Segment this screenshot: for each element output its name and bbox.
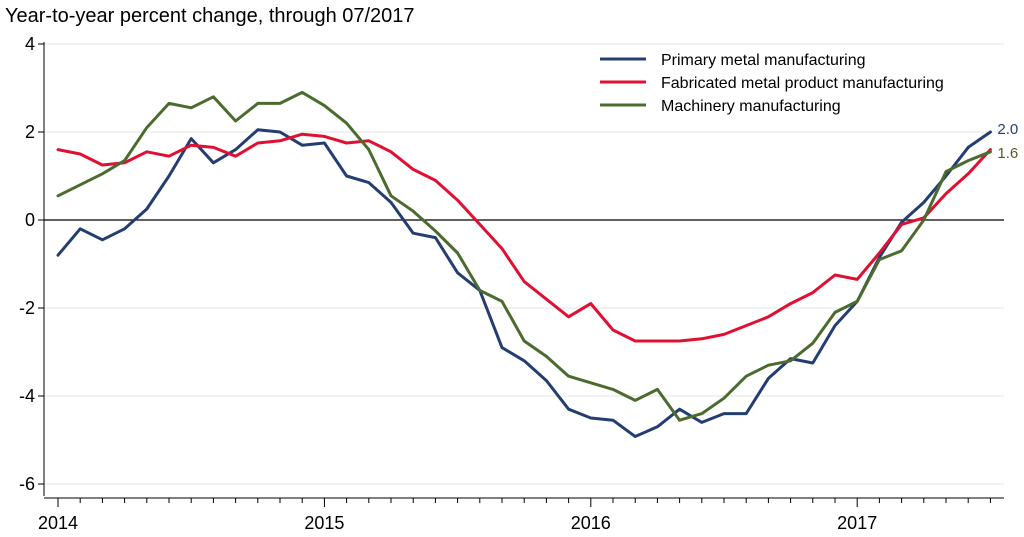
y-tick-label: 2: [25, 122, 35, 142]
y-tick-label: -6: [19, 474, 35, 494]
end-label-series-1: 2.0: [997, 121, 1018, 138]
legend-label-2: Fabricated metal product manufacturing: [661, 75, 944, 92]
x-tick-label: 2017: [837, 513, 877, 533]
legend-label-1: Primary metal manufacturing: [661, 52, 866, 69]
x-tick-label: 2015: [304, 513, 344, 533]
x-tick-label: 2016: [571, 513, 611, 533]
series-lines: [56, 90, 992, 438]
legend: Primary metal manufacturing Fabricated me…: [600, 52, 944, 115]
series-line-3: [56, 90, 992, 422]
legend-label-3: Machinery manufacturing: [661, 98, 841, 115]
y-tick-label: 4: [25, 34, 35, 54]
y-tick-label: -4: [19, 386, 35, 406]
y-tick-label: 0: [25, 210, 35, 230]
y-tick-label: -2: [19, 298, 35, 318]
end-labels: 2.01.6: [997, 121, 1018, 162]
chart-title: Year-to-year percent change, through 07/…: [5, 5, 415, 27]
series-line-1: [56, 128, 992, 438]
end-label-series-3: 1.6: [997, 145, 1018, 162]
x-tick-label: 2014: [38, 513, 78, 533]
series-line-2: [56, 132, 992, 343]
grid-lines: [44, 43, 1004, 485]
